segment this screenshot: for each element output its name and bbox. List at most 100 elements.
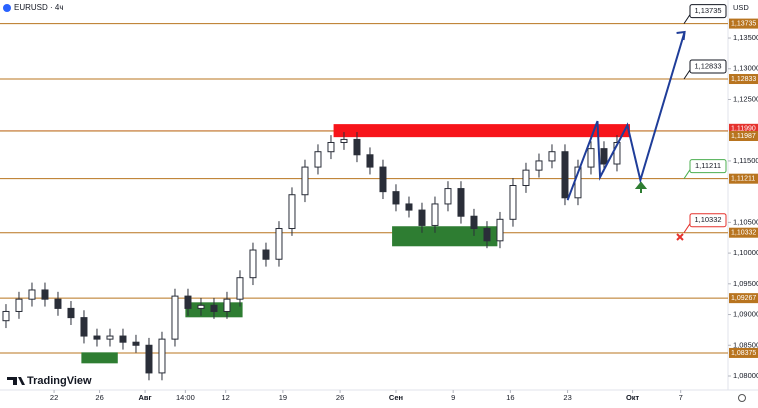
- candle-body: [223, 298, 231, 312]
- x-tick-label: 26: [95, 393, 103, 402]
- candle-body: [15, 298, 23, 312]
- candle-body: [41, 289, 49, 300]
- candle-body: [106, 335, 114, 340]
- y-tick-label: 1,13000: [733, 64, 758, 73]
- symbol-title: EURUSD · 4ч: [14, 3, 64, 12]
- y-tick-label: 1,08000: [733, 371, 758, 380]
- candle-body: [457, 188, 465, 217]
- y-tick-label: 1,09500: [733, 279, 758, 288]
- level-label: 1,11211: [731, 176, 755, 183]
- y-tick-label: 1,08500: [733, 340, 758, 349]
- level-label-box: [729, 173, 758, 184]
- level-label: 1,13735: [731, 20, 756, 27]
- level-label-box: [729, 74, 758, 85]
- callout-box: [689, 4, 727, 19]
- level-label-box: [729, 293, 758, 304]
- candle-body: [249, 249, 257, 279]
- level-label: 1,09267: [731, 295, 756, 302]
- settings-icon[interactable]: [738, 394, 746, 402]
- zone: [392, 226, 498, 247]
- y-tick-label: 1,09000: [733, 310, 758, 319]
- candle-body: [535, 160, 543, 171]
- candle-body: [314, 151, 322, 168]
- candle-body: [54, 298, 62, 309]
- candle-body: [132, 341, 140, 346]
- zone: [81, 352, 118, 364]
- candle-body: [613, 141, 621, 165]
- candle-body: [2, 310, 10, 322]
- candle-body: [405, 203, 413, 211]
- x-tick-label: 12: [222, 393, 230, 402]
- level-label: 1,08375: [731, 350, 756, 357]
- level-label: 1,11990: [731, 126, 756, 133]
- projection-arrowhead: [676, 30, 686, 41]
- y-tick-label: 1,11500: [733, 156, 758, 165]
- callout-box: [689, 59, 727, 74]
- candle-body: [262, 249, 270, 260]
- candle-body: [236, 277, 244, 300]
- callout-label: 1,13735: [694, 6, 721, 15]
- callout-label: 1,12833: [694, 62, 721, 71]
- cross-marker: [676, 233, 684, 241]
- level-label: 1,11987: [731, 133, 756, 140]
- x-tick-label: Авг: [139, 393, 152, 402]
- zone: [333, 124, 630, 138]
- candle-body: [444, 188, 452, 205]
- candle-body: [275, 228, 283, 260]
- x-tick-label: 7: [679, 393, 683, 402]
- candle-body: [184, 295, 192, 309]
- candle-body: [392, 191, 400, 205]
- candle-body: [470, 215, 478, 230]
- level-label-box: [729, 123, 758, 134]
- x-tick-label: Сен: [389, 393, 403, 402]
- level-label-box: [729, 227, 758, 238]
- x-tick-label: 16: [506, 393, 514, 402]
- symbol-icon: [3, 4, 11, 12]
- candle-body: [171, 295, 179, 340]
- projection-line: [566, 31, 686, 201]
- candle-body: [119, 335, 127, 343]
- x-tick-label: Окт: [626, 393, 640, 402]
- candle-body: [483, 228, 491, 242]
- callout-box: [689, 159, 727, 174]
- candle-body: [210, 304, 218, 312]
- callout-box: [689, 213, 727, 228]
- candle-body: [93, 335, 101, 340]
- candle-body: [600, 148, 608, 165]
- brand: TradingView: [27, 375, 92, 387]
- callout-label: 1,11211: [695, 161, 721, 170]
- candle-body: [418, 209, 426, 226]
- candle-body: [327, 141, 335, 153]
- candle-body: [509, 185, 517, 220]
- candle-body: [548, 151, 556, 162]
- currency: USD: [733, 3, 749, 12]
- level-label-box: [729, 347, 758, 358]
- x-tick-label: 19: [279, 393, 287, 402]
- x-tick-label: 22: [50, 393, 58, 402]
- level-label-box: [729, 18, 758, 29]
- y-tick-label: 1,12500: [733, 94, 758, 103]
- candle-body: [353, 138, 361, 156]
- candle-body: [288, 194, 296, 230]
- callout-label: 1,10332: [694, 215, 721, 224]
- candle-body: [340, 138, 348, 143]
- y-tick-label: 1,13500: [733, 33, 758, 42]
- level-label-box: [729, 131, 758, 142]
- candle-body: [522, 169, 530, 187]
- candle-body: [496, 218, 504, 242]
- level-label: 1,10332: [731, 230, 756, 237]
- candle-body: [431, 203, 439, 226]
- level-label: 1,12833: [731, 76, 756, 83]
- candle-body: [28, 289, 36, 300]
- x-tick-label: 26: [336, 393, 344, 402]
- up-arrow: [634, 181, 648, 193]
- y-tick-label: 1,10000: [733, 248, 758, 257]
- candle-body: [561, 151, 569, 199]
- candle-body: [379, 166, 387, 193]
- candle-body: [67, 307, 75, 319]
- candle-body: [366, 154, 374, 168]
- brand-logo: [7, 377, 25, 385]
